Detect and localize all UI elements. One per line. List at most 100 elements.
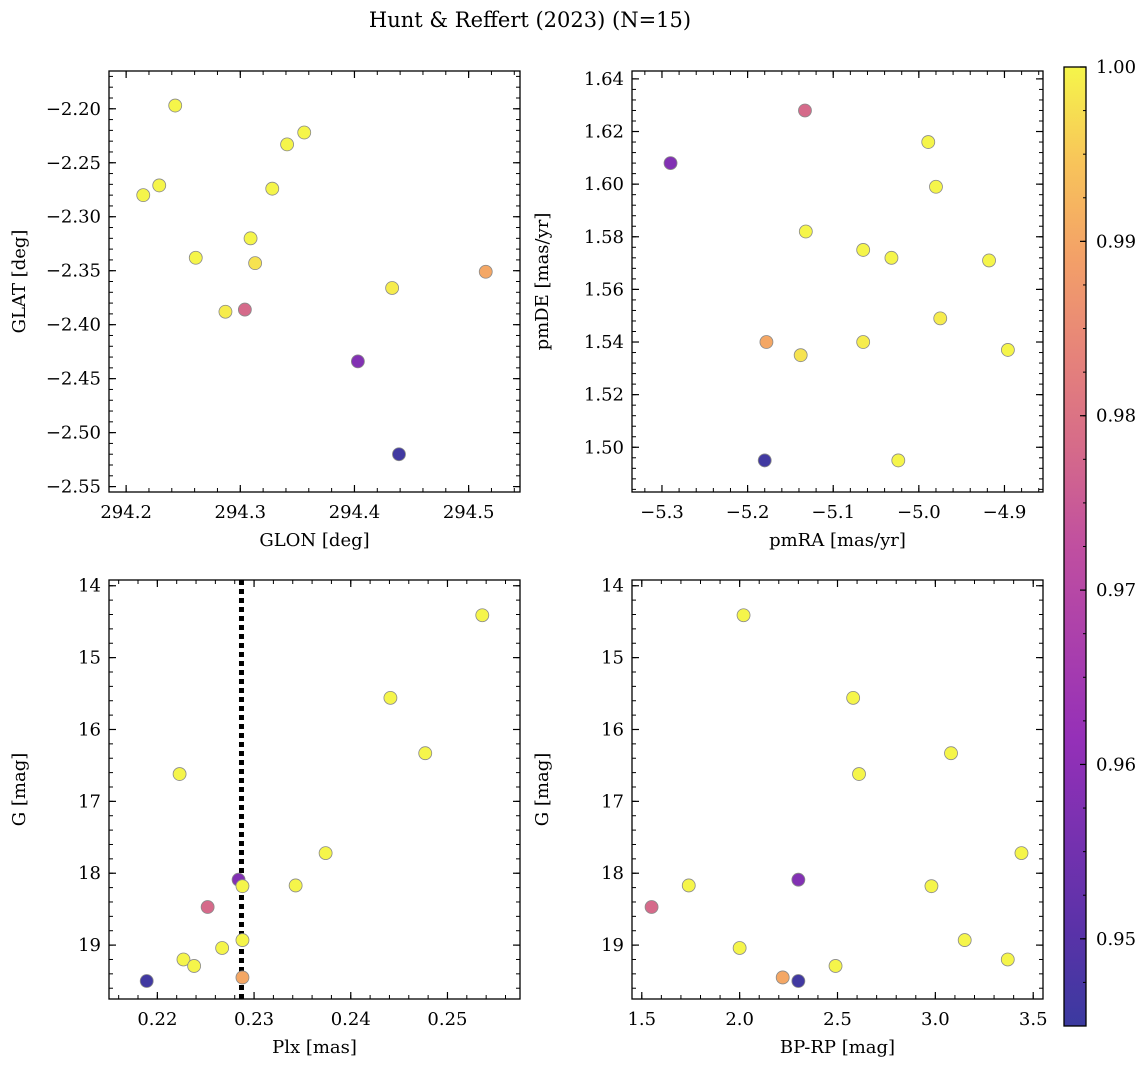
y-tick-label: 16 [601, 719, 624, 740]
data-point [921, 135, 936, 149]
y-tick-label: 1.54 [584, 332, 624, 353]
x-tick-label: 0.23 [234, 1009, 274, 1030]
colorbar-tick-label: 0.95 [1096, 929, 1136, 950]
x-tick-label: 294.5 [443, 502, 495, 523]
data-point [736, 608, 751, 623]
y-tick-label: −2.40 [46, 315, 101, 336]
plot-frame [108, 70, 521, 493]
y-tick-label: 19 [78, 935, 101, 956]
x-tick-label: 1.5 [627, 1009, 656, 1030]
data-point [176, 952, 191, 967]
y-tick-label: 14 [601, 576, 624, 597]
y-tick-label: −2.30 [46, 207, 101, 228]
data-point [215, 941, 230, 955]
colorbar-tick-label: 0.96 [1096, 754, 1136, 775]
y-tick-label: −2.55 [46, 477, 101, 498]
plot-frame [631, 579, 1044, 1000]
data-point [982, 253, 996, 268]
y-tick-label: 14 [78, 576, 101, 597]
data-point [1000, 343, 1015, 357]
data-point [237, 302, 252, 317]
y-tick-label: 1.58 [584, 227, 624, 248]
plot-frame [108, 579, 521, 1000]
x-tick-label: −4.9 [983, 502, 1027, 523]
data-point [1000, 952, 1015, 967]
y-tick-label: 18 [78, 863, 101, 884]
colorbar-tick-label: 0.97 [1096, 580, 1136, 601]
data-point [350, 354, 365, 369]
data-point [235, 933, 250, 947]
data-point [944, 746, 958, 761]
y-tick-label: 1.60 [584, 174, 624, 195]
data-point [828, 959, 843, 973]
data-point [732, 941, 747, 955]
data-point [136, 188, 151, 203]
y-tick-label: 16 [78, 719, 101, 740]
x-axis-label: Plx [mas] [272, 1037, 357, 1058]
data-point [297, 125, 312, 140]
data-point [798, 103, 812, 118]
x-tick-label: −5.2 [726, 502, 770, 523]
y-tick-label: 1.52 [584, 385, 624, 406]
data-point [235, 970, 250, 985]
data-point [924, 879, 939, 894]
y-tick-label: 18 [601, 863, 624, 884]
y-tick-label: −2.20 [46, 99, 101, 120]
colorbar-tick-label: 0.99 [1096, 231, 1136, 252]
data-point [418, 746, 433, 761]
data-point [188, 250, 203, 265]
y-tick-label: 1.64 [584, 69, 624, 90]
x-tick-label: 294.3 [215, 502, 267, 523]
data-point [280, 137, 295, 152]
data-point [235, 879, 250, 894]
data-point [383, 690, 398, 705]
data-point [288, 878, 303, 893]
x-tick-label: 3.0 [921, 1009, 950, 1030]
data-point [791, 872, 806, 887]
data-point [929, 179, 943, 194]
data-point [187, 959, 202, 973]
data-point [891, 453, 906, 468]
data-point [168, 98, 183, 113]
y-tick-label: −2.45 [46, 369, 101, 390]
data-point [957, 933, 972, 947]
data-point [663, 156, 678, 170]
data-point [218, 304, 233, 319]
y-tick-label: 15 [601, 648, 624, 669]
data-point [318, 846, 333, 861]
x-tick-label: −5.3 [640, 502, 684, 523]
data-point [248, 256, 263, 271]
y-axis-label: G [mag] [532, 753, 553, 826]
x-tick-label: 294.4 [329, 502, 381, 523]
data-point [846, 690, 861, 705]
x-tick-label: 294.2 [100, 502, 152, 523]
y-tick-label: −2.35 [46, 261, 101, 282]
y-tick-label: 1.62 [584, 122, 624, 143]
x-tick-label: 2.0 [725, 1009, 754, 1030]
subplot-1: 294.2 294.3 294.4 294.5 −2.20 −2.25 −2.30 −2.35… [9, 70, 521, 551]
data-point [791, 974, 806, 988]
data-point [681, 878, 696, 893]
data-point [644, 900, 659, 914]
colorbar-tick-label: 1.00 [1096, 57, 1136, 78]
x-tick-label: 0.24 [331, 1009, 371, 1030]
data-point [933, 311, 948, 326]
data-point [798, 224, 813, 239]
y-axis-label: G [mag] [9, 753, 30, 826]
colorbar-tick-label: 0.98 [1096, 406, 1136, 427]
data-point [392, 447, 406, 462]
y-tick-label: 15 [78, 648, 101, 669]
data-point [757, 453, 772, 468]
y-axis-label: GLAT [deg] [9, 230, 30, 334]
data-point [759, 335, 774, 349]
data-point [1014, 846, 1029, 861]
data-point [478, 264, 493, 279]
y-tick-label: 17 [601, 791, 624, 812]
y-axis-label: pmDE [mas/yr] [532, 213, 553, 351]
y-tick-label: 19 [601, 935, 624, 956]
y-tick-label: −2.50 [46, 423, 101, 444]
data-point [172, 767, 187, 781]
data-point [775, 970, 790, 985]
subplot-2: −5.3 −5.2 −5.1 −5.0 −4.9 1.50 1.52 1.54 1.56 1.58… [532, 69, 1044, 551]
